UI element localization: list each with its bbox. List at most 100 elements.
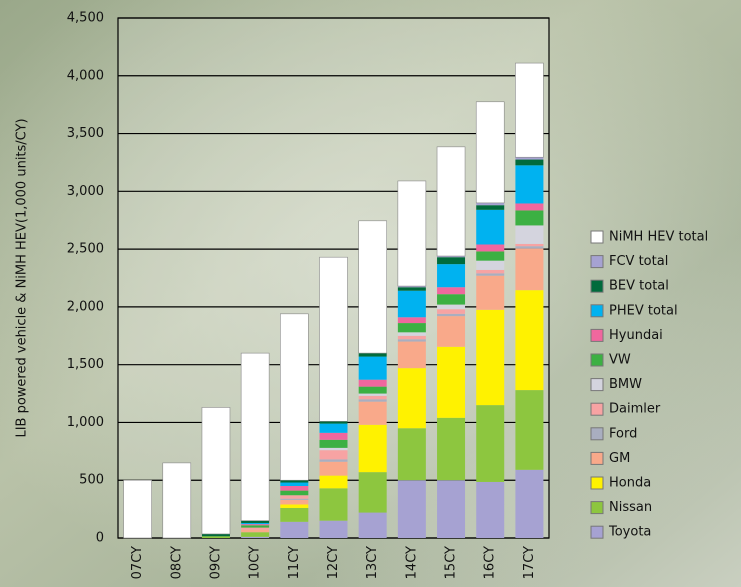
bar-segment bbox=[201, 533, 230, 537]
y-tick-label: 3,000 bbox=[67, 184, 104, 199]
bar-segment bbox=[476, 269, 505, 274]
y-tick-label: 2,000 bbox=[67, 299, 104, 314]
bar-segment bbox=[476, 205, 505, 210]
bar-segment bbox=[437, 256, 466, 258]
bar-segment bbox=[201, 407, 231, 535]
legend-label: BEV total bbox=[609, 279, 669, 294]
legend-swatch bbox=[590, 328, 604, 342]
x-tick-label: 11CY bbox=[287, 546, 302, 579]
x-tick-label: 17CY bbox=[522, 546, 537, 579]
bar-segment bbox=[319, 447, 348, 451]
bar-segment bbox=[358, 356, 387, 380]
bar-segment bbox=[476, 275, 505, 310]
bar-segment bbox=[319, 256, 348, 422]
bar-segment bbox=[397, 323, 426, 333]
bar-segment bbox=[515, 157, 544, 160]
bar-segment bbox=[475, 101, 505, 204]
bar-segment bbox=[437, 287, 466, 295]
legend-label: BMW bbox=[609, 377, 642, 392]
bar-segment bbox=[515, 203, 544, 211]
bar-segment bbox=[280, 498, 309, 500]
x-tick-label: 12CY bbox=[326, 546, 341, 579]
bar-segment bbox=[241, 525, 270, 528]
bar-segment bbox=[280, 480, 309, 483]
bar-segment bbox=[437, 313, 466, 317]
legend-swatch bbox=[590, 353, 604, 367]
legend-label: NiMH HEV total bbox=[609, 230, 708, 245]
bar-segment bbox=[437, 346, 466, 418]
bar-segment bbox=[515, 62, 544, 158]
bar-segment bbox=[280, 482, 309, 486]
bar-segment bbox=[319, 450, 348, 460]
legend-swatch bbox=[590, 279, 604, 293]
bar-segment bbox=[319, 520, 348, 538]
bar-segment bbox=[241, 522, 270, 525]
bar-segment bbox=[397, 428, 426, 481]
legend-swatch bbox=[590, 525, 604, 539]
bar-segment bbox=[358, 401, 387, 425]
bar-segment bbox=[358, 424, 387, 473]
legend-label: Hyundai bbox=[609, 328, 663, 343]
bar-segment bbox=[280, 495, 309, 499]
bar-segment bbox=[280, 486, 309, 491]
bar-segment bbox=[397, 286, 426, 288]
legend-swatch bbox=[590, 402, 604, 416]
bar-segment bbox=[397, 290, 426, 318]
bar-segment bbox=[241, 532, 270, 537]
legend-label: Nissan bbox=[609, 500, 652, 515]
bar-segment bbox=[436, 146, 466, 257]
bar-segment bbox=[162, 462, 192, 539]
bar-segment bbox=[476, 202, 505, 206]
y-tick-label: 4,500 bbox=[67, 11, 104, 26]
legend-swatch bbox=[590, 378, 604, 392]
bar-segment bbox=[241, 524, 270, 526]
bar-segment bbox=[437, 304, 466, 310]
y-tick-label: 2,500 bbox=[67, 242, 104, 257]
legend-swatch bbox=[590, 476, 604, 490]
bar-segment bbox=[397, 368, 426, 429]
bar-segment bbox=[437, 316, 466, 347]
bar-segment bbox=[241, 527, 270, 530]
bar-segment bbox=[358, 395, 387, 400]
bar-segment bbox=[515, 243, 544, 247]
y-tick-label: 500 bbox=[79, 473, 104, 488]
bar-segment bbox=[515, 159, 544, 166]
bar-segment bbox=[476, 244, 505, 252]
bar-segment bbox=[358, 379, 387, 387]
bar-segment bbox=[358, 220, 387, 354]
legend-label: FCV total bbox=[609, 254, 668, 269]
bar-segment bbox=[358, 393, 387, 396]
bar-segment bbox=[240, 352, 270, 521]
bar-segment bbox=[515, 225, 544, 244]
bar-segment bbox=[319, 423, 348, 433]
x-tick-label: 16CY bbox=[483, 546, 498, 579]
bar-segment bbox=[397, 335, 426, 340]
bar-segment bbox=[358, 512, 387, 538]
bar-segment bbox=[437, 294, 466, 305]
y-tick-label: 1,000 bbox=[67, 415, 104, 430]
legend-swatch bbox=[590, 304, 604, 318]
bar-segment bbox=[515, 390, 544, 470]
x-tick-label: 07CY bbox=[130, 546, 145, 579]
bar-segment bbox=[358, 386, 387, 394]
bar-segment bbox=[397, 332, 426, 336]
bar-segment bbox=[280, 313, 309, 481]
bar-segment bbox=[358, 353, 387, 357]
bar-segment bbox=[476, 405, 505, 482]
bar-segment bbox=[437, 264, 466, 288]
legend-label: Honda bbox=[609, 476, 651, 491]
bar-segment bbox=[123, 479, 152, 539]
bar-segment bbox=[397, 480, 426, 538]
bar-segment bbox=[515, 246, 544, 249]
legend-label: Ford bbox=[609, 426, 637, 441]
x-tick-label: 09CY bbox=[208, 546, 223, 579]
x-tick-label: 14CY bbox=[404, 546, 419, 579]
x-tick-label: 13CY bbox=[365, 546, 380, 579]
bar-segment bbox=[319, 475, 348, 489]
bar-segment bbox=[515, 165, 544, 204]
bar-segment bbox=[515, 210, 544, 226]
bar-segment bbox=[201, 536, 230, 538]
bar-segment bbox=[319, 461, 348, 476]
y-axis-label: LIB powered vehicle & NiMH HEV(1,000 uni… bbox=[15, 118, 30, 437]
legend-swatch bbox=[590, 427, 604, 441]
